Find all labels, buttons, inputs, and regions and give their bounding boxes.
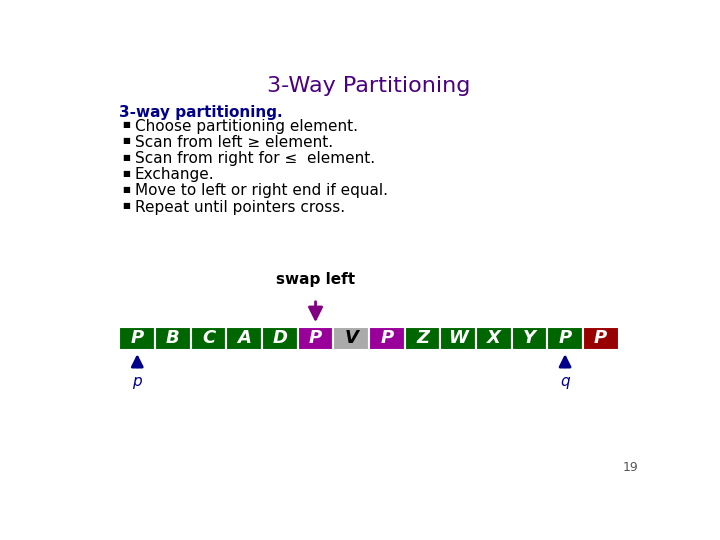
Bar <box>405 327 441 350</box>
Bar <box>191 327 226 350</box>
Text: 3-Way Partitioning: 3-Way Partitioning <box>267 76 471 96</box>
Text: Scan from left ≥ element.: Scan from left ≥ element. <box>135 135 333 150</box>
Text: ■: ■ <box>122 153 130 161</box>
Text: P: P <box>559 329 572 347</box>
Text: Z: Z <box>416 329 429 347</box>
Bar <box>297 327 333 350</box>
Bar <box>547 327 583 350</box>
Text: ■: ■ <box>122 137 130 145</box>
Text: swap left: swap left <box>276 272 355 287</box>
Text: Move to left or right end if equal.: Move to left or right end if equal. <box>135 184 388 198</box>
Text: ■: ■ <box>122 185 130 194</box>
Text: B: B <box>166 329 180 347</box>
Text: X: X <box>487 329 500 347</box>
Text: ■: ■ <box>122 201 130 210</box>
Text: D: D <box>272 329 287 347</box>
Bar <box>333 327 369 350</box>
Text: Repeat until pointers cross.: Repeat until pointers cross. <box>135 200 345 214</box>
Bar <box>369 327 405 350</box>
Bar <box>120 327 155 350</box>
Text: p: p <box>132 374 142 389</box>
Text: Choose partitioning element.: Choose partitioning element. <box>135 119 358 134</box>
Text: P: P <box>380 329 393 347</box>
Text: A: A <box>238 329 251 347</box>
Text: ■: ■ <box>122 120 130 129</box>
Text: W: W <box>448 329 468 347</box>
Text: P: P <box>594 329 608 347</box>
Bar <box>476 327 512 350</box>
Bar <box>441 327 476 350</box>
Text: V: V <box>344 329 358 347</box>
Text: 3-way partitioning.: 3-way partitioning. <box>120 105 283 120</box>
Text: ■: ■ <box>122 168 130 178</box>
Bar <box>155 327 191 350</box>
Bar <box>512 327 547 350</box>
Text: P: P <box>130 329 144 347</box>
Text: P: P <box>309 329 322 347</box>
Bar <box>262 327 297 350</box>
Bar <box>226 327 262 350</box>
Text: Y: Y <box>523 329 536 347</box>
Text: q: q <box>560 374 570 389</box>
Text: Exchange.: Exchange. <box>135 167 215 182</box>
Text: 19: 19 <box>623 462 639 475</box>
Text: Scan from right for ≤  element.: Scan from right for ≤ element. <box>135 151 375 166</box>
Text: C: C <box>202 329 215 347</box>
Bar <box>583 327 618 350</box>
